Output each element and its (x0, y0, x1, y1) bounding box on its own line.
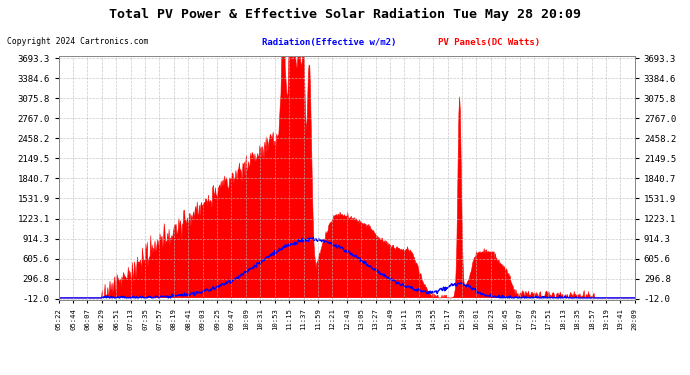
Text: Copyright 2024 Cartronics.com: Copyright 2024 Cartronics.com (7, 38, 148, 46)
Text: Total PV Power & Effective Solar Radiation Tue May 28 20:09: Total PV Power & Effective Solar Radiati… (109, 8, 581, 21)
Text: Radiation(Effective w/m2): Radiation(Effective w/m2) (262, 38, 397, 46)
Text: PV Panels(DC Watts): PV Panels(DC Watts) (438, 38, 540, 46)
